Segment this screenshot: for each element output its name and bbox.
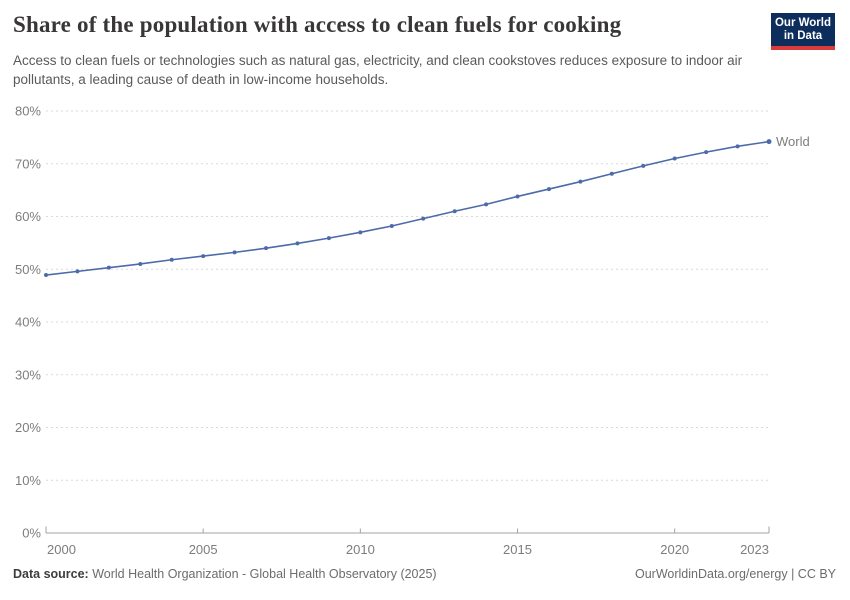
owid-logo-line1: Our World: [774, 17, 831, 29]
data-point: [169, 257, 174, 262]
data-point: [264, 246, 269, 251]
data-point: [232, 250, 237, 255]
license-credit: OurWorldinData.org/energy | CC BY: [634, 567, 836, 581]
x-axis-tick-label: 2010: [346, 542, 375, 557]
data-point: [704, 150, 709, 155]
data-point: [735, 144, 740, 149]
x-axis-tick-label: 2015: [503, 542, 532, 557]
data-point: [641, 163, 646, 168]
y-axis-tick-label: 80%: [15, 104, 41, 119]
data-point: [546, 187, 551, 192]
data-line: [45, 140, 770, 276]
x-axis-tick-label: 2023: [740, 542, 769, 557]
page-title: Share of the population with access to c…: [13, 12, 622, 37]
data-point: [609, 171, 614, 176]
x-axis-tick-label: 2005: [189, 542, 218, 557]
data-point: [326, 236, 331, 241]
owid-logo-line2: in Data: [783, 30, 823, 42]
data-source-label: Data source:: [13, 567, 89, 581]
series-end-label: World: [776, 134, 810, 149]
x-axis-tick-label: 2020: [660, 542, 689, 557]
y-axis-tick-label: 30%: [15, 367, 41, 382]
data-point: [75, 269, 80, 274]
x-axis-tick-label: 2000: [47, 542, 76, 557]
data-point: [578, 179, 583, 184]
data-point: [452, 209, 457, 214]
data-point: [389, 223, 394, 228]
data-point: [766, 139, 772, 145]
y-axis-tick-label: 50%: [15, 262, 41, 277]
y-axis-tick-label: 40%: [15, 315, 41, 330]
data-point: [44, 273, 48, 278]
data-point: [672, 156, 677, 161]
data-point: [484, 202, 489, 207]
owid-logo: Our World in Data: [771, 13, 835, 50]
data-point: [138, 261, 143, 266]
y-axis-tick-label: 70%: [15, 156, 41, 171]
y-axis-tick-label: 0%: [22, 526, 41, 541]
chart-subtitle: Access to clean fuels or technologies su…: [13, 53, 743, 87]
data-source-value: World Health Organization - Global Healt…: [88, 567, 437, 581]
y-axis-tick-label: 60%: [15, 209, 41, 224]
y-axis-tick-label: 10%: [15, 473, 41, 488]
data-point: [515, 194, 520, 199]
data-point: [201, 254, 206, 259]
data-point: [106, 265, 111, 270]
data-source-note: Data source: World Health Organization -…: [13, 567, 437, 581]
data-point: [358, 230, 363, 235]
y-axis-tick-label: 20%: [15, 420, 41, 435]
data-point: [295, 241, 300, 246]
data-point: [421, 216, 426, 221]
